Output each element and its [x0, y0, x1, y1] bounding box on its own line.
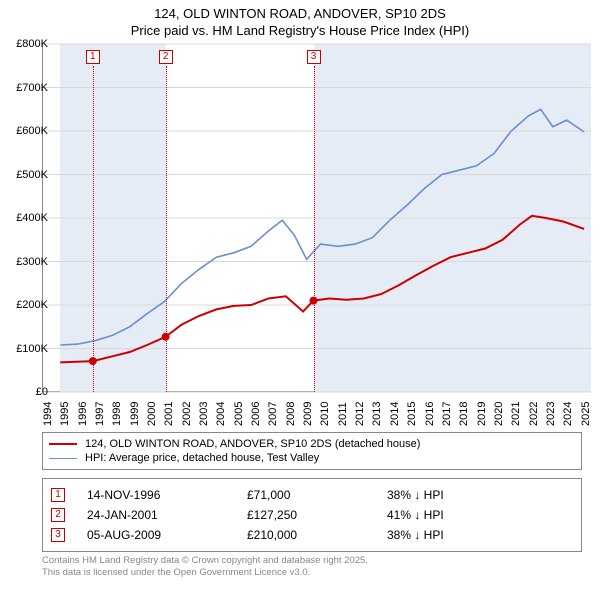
legend-swatch — [49, 443, 77, 445]
x-axis-label: 2002 — [181, 402, 193, 426]
event-marker-line — [166, 66, 167, 392]
x-axis-label: 2012 — [354, 402, 366, 426]
y-axis-label: £0 — [36, 386, 48, 398]
sales-table: 114-NOV-1996£71,00038% ↓ HPI224-JAN-2001… — [42, 478, 582, 552]
y-axis-label: £600K — [16, 125, 48, 137]
x-axis-label: 2008 — [285, 402, 297, 426]
x-axis-label: 1995 — [59, 402, 71, 426]
title-block: 124, OLD WINTON ROAD, ANDOVER, SP10 2DS … — [0, 0, 600, 44]
x-axis-label: 2017 — [441, 402, 453, 426]
title-line-2: Price paid vs. HM Land Registry's House … — [0, 23, 600, 40]
series-price_paid — [60, 216, 584, 363]
x-axis-label: 2024 — [562, 402, 574, 426]
x-axis-label: 2025 — [580, 402, 592, 426]
legend: 124, OLD WINTON ROAD, ANDOVER, SP10 2DS … — [42, 432, 582, 470]
x-axis-label: 1999 — [129, 402, 141, 426]
x-axis-label: 1996 — [77, 402, 89, 426]
x-axis-label: 2013 — [371, 402, 383, 426]
y-axis-label: £200K — [16, 299, 48, 311]
x-axis-label: 2018 — [458, 402, 470, 426]
sales-price: £71,000 — [247, 488, 387, 502]
chart-lines — [43, 44, 591, 392]
y-axis-label: £800K — [16, 38, 48, 50]
y-axis-label: £700K — [16, 82, 48, 94]
x-axis-label: 1997 — [94, 402, 106, 426]
x-axis-label: 2022 — [528, 402, 540, 426]
x-axis-label: 2009 — [302, 402, 314, 426]
x-axis-label: 2000 — [146, 402, 158, 426]
y-axis-label: £400K — [16, 212, 48, 224]
sales-row: 3 05-AUG-2009£210,00038% ↓ HPI — [51, 525, 573, 545]
chart-plot-area: 1 2 3 — [42, 44, 590, 392]
x-axis-label: 2003 — [198, 402, 210, 426]
x-axis-label: 2020 — [493, 402, 505, 426]
sales-diff: 41% ↓ HPI — [387, 508, 573, 522]
x-axis-label: 2016 — [424, 402, 436, 426]
legend-row: 124, OLD WINTON ROAD, ANDOVER, SP10 2DS … — [49, 437, 575, 451]
event-marker-line — [314, 66, 315, 392]
footer: Contains HM Land Registry data © Crown c… — [42, 555, 368, 579]
event-marker-box: 1 — [86, 50, 100, 64]
x-axis-label: 2023 — [545, 402, 557, 426]
x-axis-label: 2001 — [163, 402, 175, 426]
y-axis-label: £300K — [16, 256, 48, 268]
sales-marker-icon: 3 — [51, 528, 65, 542]
event-marker-box: 3 — [307, 50, 321, 64]
x-axis-label: 2021 — [510, 402, 522, 426]
legend-swatch — [49, 458, 77, 459]
sales-date: 14-NOV-1996 — [87, 488, 247, 502]
x-axis-label: 1998 — [111, 402, 123, 426]
x-axis-label: 1994 — [42, 402, 54, 426]
sales-row: 2 24-JAN-2001£127,25041% ↓ HPI — [51, 505, 573, 525]
x-axis-label: 2005 — [233, 402, 245, 426]
legend-row: HPI: Average price, detached house, Test… — [49, 451, 575, 465]
sales-diff: 38% ↓ HPI — [387, 528, 573, 542]
sales-price: £127,250 — [247, 508, 387, 522]
chart-container: 124, OLD WINTON ROAD, ANDOVER, SP10 2DS … — [0, 0, 600, 590]
title-line-1: 124, OLD WINTON ROAD, ANDOVER, SP10 2DS — [0, 6, 600, 23]
x-axis-label: 2019 — [476, 402, 488, 426]
x-axis-label: 2014 — [389, 402, 401, 426]
event-marker-box: 2 — [159, 50, 173, 64]
x-axis-label: 2007 — [267, 402, 279, 426]
sales-diff: 38% ↓ HPI — [387, 488, 573, 502]
legend-label: HPI: Average price, detached house, Test… — [85, 452, 319, 464]
x-axis-label: 2004 — [215, 402, 227, 426]
event-marker-line — [93, 66, 94, 392]
footer-line-1: Contains HM Land Registry data © Crown c… — [42, 555, 368, 567]
sales-marker-icon: 1 — [51, 488, 65, 502]
y-axis-label: £100K — [16, 343, 48, 355]
y-axis-label: £500K — [16, 169, 48, 181]
x-axis-label: 2006 — [250, 402, 262, 426]
legend-label: 124, OLD WINTON ROAD, ANDOVER, SP10 2DS … — [85, 438, 420, 450]
footer-line-2: This data is licensed under the Open Gov… — [42, 567, 368, 579]
sales-marker-icon: 2 — [51, 508, 65, 522]
x-axis-label: 2015 — [406, 402, 418, 426]
sales-date: 24-JAN-2001 — [87, 508, 247, 522]
series-hpi — [60, 109, 584, 345]
x-axis-label: 2011 — [337, 402, 349, 426]
sales-date: 05-AUG-2009 — [87, 528, 247, 542]
x-axis-label: 2010 — [319, 402, 331, 426]
sales-price: £210,000 — [247, 528, 387, 542]
sales-row: 1 14-NOV-1996£71,00038% ↓ HPI — [51, 485, 573, 505]
